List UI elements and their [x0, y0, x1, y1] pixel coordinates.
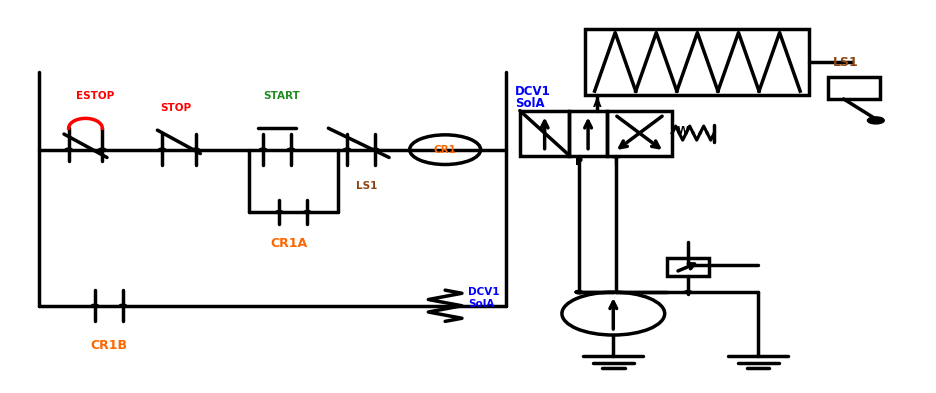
Text: CR1: CR1 [433, 145, 456, 155]
Circle shape [158, 148, 166, 151]
Circle shape [303, 211, 311, 214]
Circle shape [259, 148, 267, 151]
Text: DCV1
SolA: DCV1 SolA [468, 287, 500, 309]
Circle shape [343, 148, 350, 151]
Text: LS1: LS1 [356, 181, 377, 191]
Circle shape [65, 148, 72, 151]
Text: STOP: STOP [160, 103, 191, 113]
Circle shape [119, 304, 126, 307]
Text: START: START [263, 91, 300, 101]
Text: P: P [574, 158, 582, 167]
Text: W: W [676, 126, 688, 136]
Text: A: A [592, 99, 601, 109]
Circle shape [275, 211, 283, 214]
Bar [569, 111, 607, 156]
Circle shape [98, 148, 106, 151]
Text: SolA: SolA [515, 97, 544, 110]
Bar [519, 111, 569, 156]
Text: CR1A: CR1A [270, 237, 307, 250]
Text: LS1: LS1 [832, 56, 857, 69]
Text: ESTOP: ESTOP [76, 91, 114, 101]
Text: DCV1: DCV1 [515, 85, 550, 98]
Text: CR1B: CR1B [90, 339, 127, 352]
Bar [585, 29, 809, 95]
Bar [607, 111, 671, 156]
Text: T: T [611, 158, 620, 167]
Circle shape [683, 290, 691, 294]
Circle shape [91, 304, 98, 307]
Circle shape [371, 148, 378, 151]
Bar [666, 258, 709, 275]
Circle shape [192, 148, 199, 151]
Bar [827, 77, 879, 99]
Circle shape [575, 290, 582, 294]
Circle shape [575, 290, 582, 294]
Circle shape [287, 148, 295, 151]
Circle shape [867, 117, 884, 124]
